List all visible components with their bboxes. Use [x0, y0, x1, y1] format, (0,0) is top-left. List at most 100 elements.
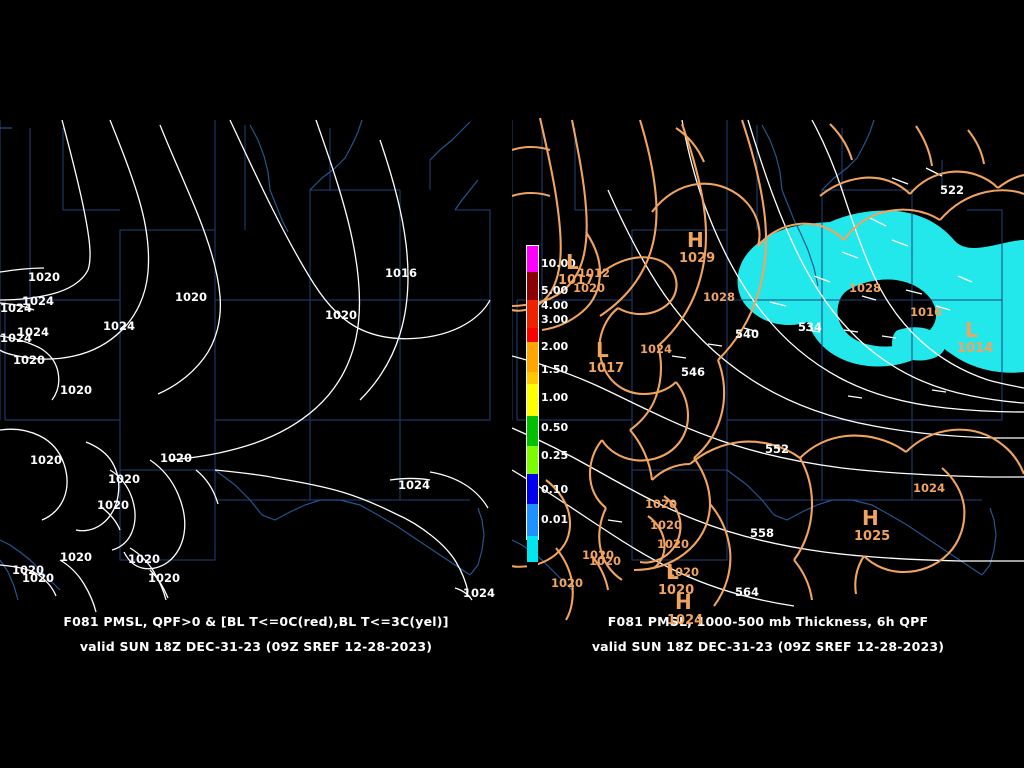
state-borders-right — [512, 120, 1003, 561]
map-background-right — [512, 0, 1024, 768]
isobar-label: 1024 — [398, 478, 431, 492]
map-graphics-left — [0, 0, 512, 768]
qpf-colorbar[interactable] — [526, 245, 539, 585]
isobar-label: 1020 — [645, 497, 678, 511]
pressure-center-value: 1017 — [588, 361, 625, 376]
isobar-label: 1024 — [0, 331, 33, 345]
pressure-center-marker: L — [596, 338, 609, 362]
colorbar-tick-label: 1.50 — [541, 363, 569, 376]
isobar-label: 1028 — [849, 281, 882, 295]
isobar-label: 1024 — [17, 325, 50, 339]
isobar-label: 1020 — [60, 383, 93, 397]
isobar-label: 1016 — [385, 266, 418, 280]
isobar-label: 1020 — [97, 498, 130, 512]
isobar-label: 1016 — [910, 305, 943, 319]
colorbar-segment-1 — [527, 272, 538, 300]
pressure-center-value: 1020 — [658, 583, 695, 598]
colorbar-tick-label: 0.10 — [541, 483, 569, 496]
panel-right-caption-line1: F081 PMSL, 1000-500 mb Thickness, 6h QPF — [607, 614, 929, 629]
isobar-label: 1024 — [463, 586, 496, 600]
isobar-label: 1028 — [703, 290, 736, 304]
map-background — [0, 0, 512, 768]
colorbar-tick-label: 0.50 — [541, 421, 569, 434]
isobar-label: 1020 — [573, 281, 606, 295]
colorbar-segment-8 — [527, 446, 538, 474]
isobar-label: 1024 — [913, 481, 946, 495]
thickness-label: 552 — [765, 442, 790, 456]
colorbar-segment-3 — [527, 328, 538, 342]
pressure-center-marker: L — [666, 560, 679, 584]
colorbar-segment-7 — [527, 416, 538, 446]
pressure-center-marker: H — [675, 590, 692, 614]
isobar-label: 1020 — [12, 563, 45, 577]
isobar-label: 1020 — [589, 554, 622, 568]
isobar-label: 1020 — [175, 290, 208, 304]
pressure-center-value: 1017 — [558, 273, 595, 288]
pressure-center-value: 1029 — [679, 251, 716, 266]
colorbar-tick-label: 3.00 — [541, 313, 569, 326]
thickness-label: 546 — [681, 365, 706, 379]
map-panel-left[interactable]: F081 PMSL, QPF>0 & [BL T<=0C(red),BL T<=… — [0, 0, 512, 768]
colorbar-tick-label: 5.00 — [541, 284, 569, 297]
pressure-center-value: 1025 — [854, 529, 891, 544]
thickness-label: 540 — [735, 327, 760, 341]
isobar-label: 1020 — [657, 537, 690, 551]
map-canvas-left — [0, 0, 512, 768]
map-panel-right[interactable]: F081 PMSL, 1000-500 mb Thickness, 6h QPF… — [512, 0, 1024, 768]
isobar-label: 1020 — [60, 550, 93, 564]
colorbar-segment-9 — [527, 474, 538, 504]
colorbar-segment-4 — [527, 342, 538, 372]
isobar-label: 1020 — [128, 552, 161, 566]
isobar-label: 1020 — [650, 518, 683, 532]
colorbar-segment-5 — [527, 372, 538, 384]
isobar-label: 1020 — [148, 571, 181, 585]
thickness-label: 522 — [940, 183, 965, 197]
colorbar-tick-label: 10.00 — [541, 257, 576, 270]
panel-right-caption-line2: valid SUN 18Z DEC-31-23 (09Z SREF 12-28-… — [591, 639, 945, 654]
thickness-label: 564 — [735, 585, 760, 599]
colorbar-tick-label: 2.00 — [541, 340, 569, 353]
isobar-label: 1024 — [0, 301, 33, 315]
pressure-center-value: 1024 — [667, 613, 704, 628]
isobar-label: 1020 — [13, 353, 46, 367]
isobar-label: 1024 — [640, 342, 673, 356]
isobar-label: 1020 — [667, 565, 700, 579]
thickness-label: 558 — [750, 526, 775, 540]
isobar-label: 1020 — [551, 576, 584, 590]
pressure-center-marker: H — [687, 228, 704, 252]
state-borders — [0, 120, 491, 561]
isobar-label: 1020 — [160, 451, 193, 465]
map-canvas-right — [512, 0, 1024, 768]
isobar-label: 1020 — [30, 453, 63, 467]
map-graphics-right — [512, 0, 1024, 768]
colorbar-tick-label: 1.00 — [541, 391, 569, 404]
coastlines-and-rivers — [0, 119, 485, 601]
isobar-label: 1024 — [103, 319, 136, 333]
isobar-label: 1020 — [28, 270, 61, 284]
pressure-center-marker: L — [566, 250, 579, 274]
colorbar-segment-10 — [527, 504, 538, 536]
isobar-label: 1020 — [22, 571, 55, 585]
pressure-center-marker: L — [965, 318, 978, 342]
colorbar-segment-11 — [527, 536, 538, 562]
colorbar-tick-label: 0.01 — [541, 513, 569, 526]
isobar-label: 1020 — [325, 308, 358, 322]
qpf-shading — [737, 210, 1024, 373]
isobar-label: 1012 — [578, 266, 611, 280]
colorbar-segment-2 — [527, 300, 538, 328]
pressure-center-value: 1014 — [957, 341, 994, 356]
isobar-label: 1024 — [22, 294, 55, 308]
colorbar-segment-6 — [527, 384, 538, 416]
panel-left-caption-line1: F081 PMSL, QPF>0 & [BL T<=0C(red),BL T<=… — [63, 614, 449, 629]
panel-left-caption-line2: valid SUN 18Z DEC-31-23 (09Z SREF 12-28-… — [79, 639, 433, 654]
thickness-label: 534 — [798, 320, 823, 334]
pressure-center-marker: H — [862, 506, 879, 530]
pmsl-isobars-left — [0, 119, 491, 613]
colorbar-segment-0 — [527, 246, 538, 272]
colorbar-segment-12 — [527, 562, 538, 585]
isobar-label: 1020 — [108, 472, 141, 486]
isobar-label: 1020 — [582, 548, 615, 562]
colorbar-tick-label: 4.00 — [541, 299, 569, 312]
colorbar-tick-label: 0.25 — [541, 449, 569, 462]
